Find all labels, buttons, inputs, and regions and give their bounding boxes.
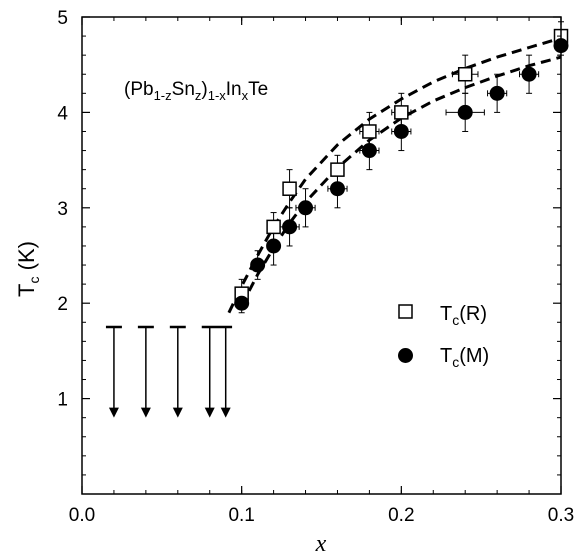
data-point-tc-m	[250, 257, 266, 273]
x-axis-label: x	[315, 531, 327, 555]
legend-label-tc-r: Tc(R)	[440, 303, 487, 328]
legend-label-tc-m: Tc(M)	[440, 345, 489, 370]
y-tick-label: 2	[57, 294, 68, 315]
compound-annotation: (Pb1-zSnz)1-xInxTe	[124, 79, 268, 103]
y-tick-label: 3	[57, 199, 68, 220]
data-point-tc-r	[394, 105, 409, 120]
data-point-tc-m	[282, 219, 298, 235]
legend-marker-open-square	[398, 304, 413, 319]
y-tick-label: 4	[57, 103, 68, 124]
fit-curve-tcr	[227, 36, 562, 314]
error-bars	[234, 21, 568, 314]
limit-arrow-head	[172, 407, 183, 418]
x-tick-label: 0.3	[548, 505, 574, 526]
fit-curves	[227, 36, 562, 314]
data-point-tc-r	[362, 124, 377, 139]
legend-marker-filled-circle	[398, 348, 413, 363]
limit-arrow-head	[140, 407, 151, 418]
data-point-tc-m	[521, 66, 537, 82]
data-point-tc-m	[393, 123, 409, 139]
y-tick-label: 1	[57, 390, 68, 411]
x-tick-label: 0.2	[388, 505, 414, 526]
data-point-tc-m	[361, 143, 377, 159]
limit-arrow-head	[204, 407, 215, 418]
data-point-tc-m	[234, 295, 250, 311]
limit-arrow-head	[220, 407, 231, 418]
x-tick-label: 0.0	[69, 505, 95, 526]
limit-arrow-head	[108, 407, 119, 418]
data-point-tc-m	[489, 85, 505, 101]
y-axis-label: Tc (K)	[14, 241, 42, 297]
data-point-tc-m	[298, 200, 314, 216]
data-markers	[234, 28, 569, 311]
data-point-tc-r	[330, 162, 345, 177]
upper-limit-arrows	[105, 325, 233, 418]
plot-frame	[81, 16, 562, 495]
data-point-tc-m	[457, 104, 473, 120]
data-point-tc-r	[457, 66, 473, 82]
x-tick-label: 0.1	[228, 505, 254, 526]
data-point-tc-r	[282, 181, 297, 196]
legend: Tc(R) Tc(M)	[398, 303, 489, 370]
data-point-tc-m	[329, 181, 345, 197]
y-tick-label: 5	[57, 8, 68, 29]
data-point-tc-m	[266, 238, 282, 254]
axes: 0.0 0.1 0.2 0.3 1 2 3 4 5	[57, 8, 574, 526]
data-point-tc-r	[266, 219, 281, 235]
